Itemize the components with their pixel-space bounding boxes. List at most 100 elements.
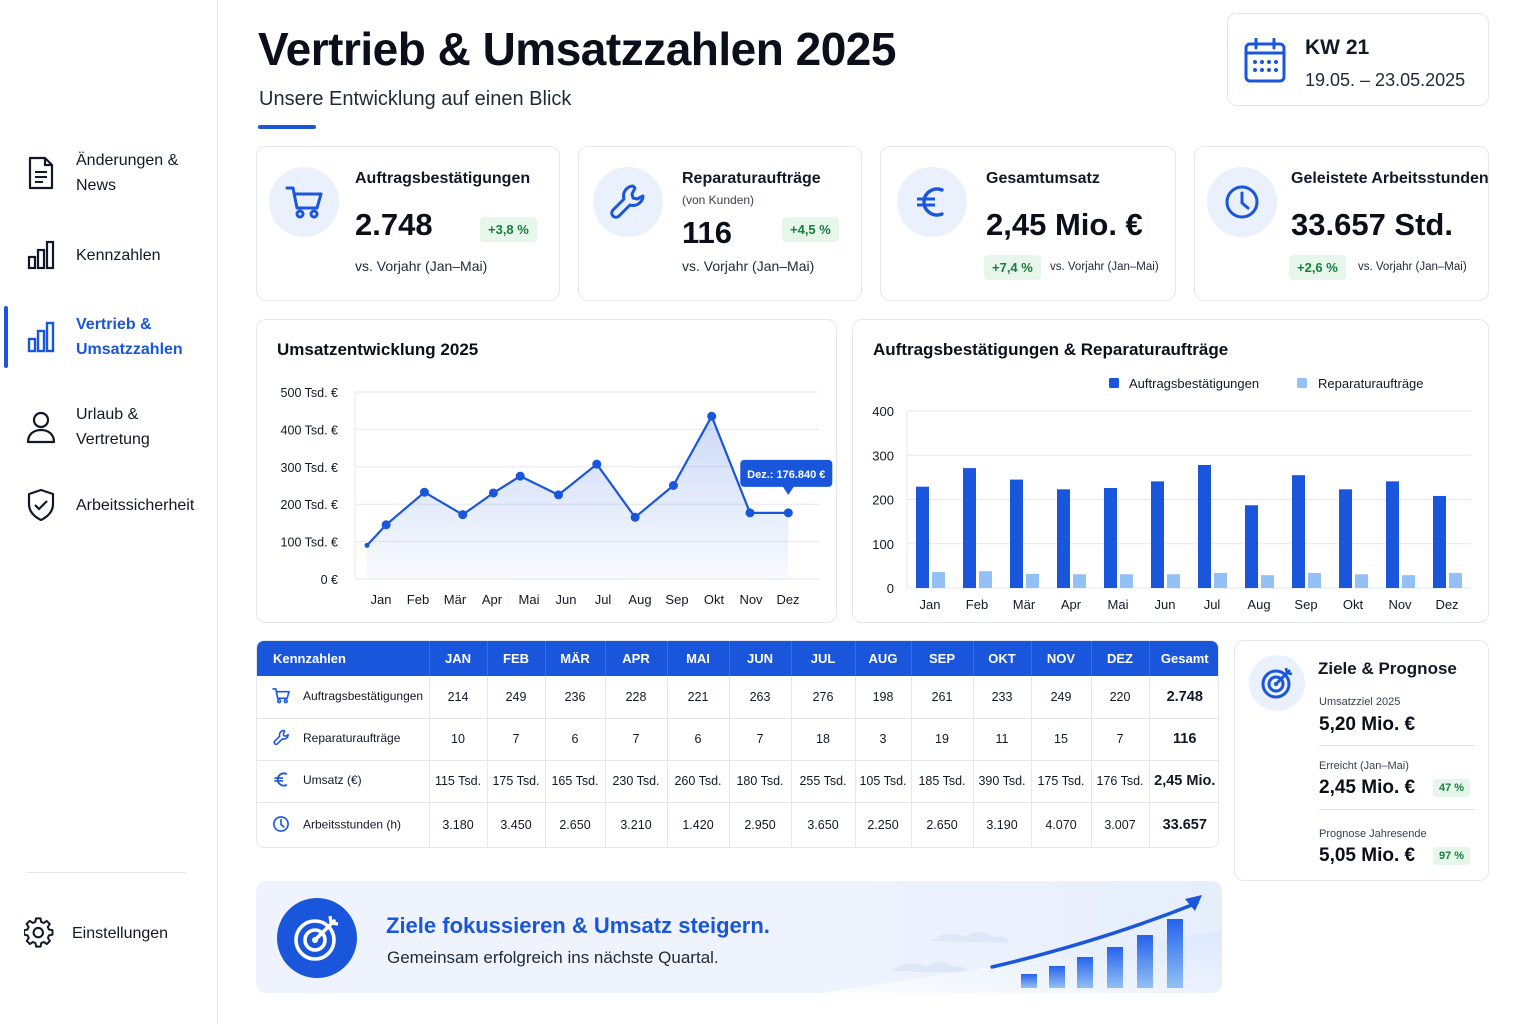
calendar-icon xyxy=(1244,37,1286,89)
table-header-row: Kennzahlen JAN FEB MÄR APR MAI JUN JUL AUG SEP OKT… xyxy=(257,641,1218,676)
table-cell: 228 xyxy=(605,676,668,719)
data-point xyxy=(381,520,391,530)
orders-bar-chart: Auftragsbestätigungen Reparaturaufträge 0 1… xyxy=(872,376,1471,612)
illustration-bar xyxy=(1021,974,1037,988)
reached-label: Erreicht (Jan–Mai) xyxy=(1319,760,1409,772)
data-point xyxy=(668,481,678,490)
data-point xyxy=(364,542,370,548)
kpi-title: Geleistete Arbeitsstunden xyxy=(1291,170,1489,187)
goals-card: Ziele & Prognose Umsatzziel 2025 5,20 Mi… xyxy=(1234,640,1489,881)
x-tick-label: Jan xyxy=(920,597,941,612)
x-tick-label: Dez xyxy=(776,592,799,607)
goals-divider xyxy=(1319,809,1475,810)
table-cell: 7 xyxy=(487,718,546,761)
sidebar-item-urlaub[interactable]: Urlaub & Vertretung xyxy=(0,402,218,452)
table-row-label: Umsatz (€) xyxy=(303,773,362,788)
sidebar-item-arbeitssicherheit[interactable]: Arbeitssicherheit xyxy=(0,488,218,522)
table-cell: 2.650 xyxy=(545,802,606,847)
bar-auftragsbestaetigungen xyxy=(1057,489,1070,588)
kpi-title: Gesamtumsatz xyxy=(986,170,1100,187)
motivation-banner: Ziele fokussieren & Umsatz steigern. Gem… xyxy=(256,881,1222,993)
table-row-label-cell: Reparaturaufträge xyxy=(257,718,430,761)
y-tick-label: 300 xyxy=(872,448,894,463)
forecast-value: 5,05 Mio. € xyxy=(1319,845,1416,866)
table-header-month: DEZ xyxy=(1091,641,1150,676)
kpi-note: vs. Vorjahr (Jan–Mai) xyxy=(1358,261,1467,273)
document-icon xyxy=(26,156,56,190)
table-row-label: Auftragsbestätigungen xyxy=(303,688,424,703)
kpi-card-reparaturauftraege: Reparaturaufträge (von Kunden) 116 +4,5 … xyxy=(578,146,862,301)
wrench-icon xyxy=(271,729,291,749)
table-cell: 2.250 xyxy=(855,802,912,847)
kpi-card-auftragsbestaetigungen: Auftragsbestätigungen 2.748 +3,8 % vs. V… xyxy=(256,146,560,301)
table-cell: 3.180 xyxy=(429,802,488,847)
week-box: KW 21 19.05. – 23.05.2025 xyxy=(1227,13,1489,106)
x-tick-label: Dez xyxy=(1435,597,1458,612)
bar-auftragsbestaetigungen xyxy=(963,468,976,588)
sidebar-item-label: Vertrieb & Umsatzzahlen xyxy=(76,316,183,358)
legend-swatch xyxy=(1109,378,1119,388)
bar-reparaturauftraege xyxy=(932,572,945,588)
table-cell: 2.650 xyxy=(911,802,974,847)
bar-chart-icon xyxy=(26,238,56,272)
bar-auftragsbestaetigungen xyxy=(1151,481,1164,588)
legend-swatch xyxy=(1297,378,1307,388)
y-tick-label: 400 xyxy=(872,404,894,419)
table-header-month: NOV xyxy=(1031,641,1092,676)
table-header-month: FEB xyxy=(487,641,546,676)
table-row: Reparaturaufträge 10 7 6 7 6 7 18 3 19 11 15 7 116 xyxy=(257,718,1218,761)
cart-icon xyxy=(271,687,291,707)
table-row-label-cell: Auftragsbestätigungen xyxy=(257,676,430,719)
x-tick-label: Okt xyxy=(704,592,725,607)
table-cell: 175 Tsd. xyxy=(487,760,546,803)
x-tick-label: Nov xyxy=(739,592,763,607)
y-tick-label: 100 Tsd. € xyxy=(281,536,339,550)
data-point xyxy=(458,510,468,520)
goals-title: Ziele & Prognose xyxy=(1318,659,1457,678)
sidebar-item-kennzahlen[interactable]: Kennzahlen xyxy=(0,238,218,272)
table-header-month: OKT xyxy=(973,641,1032,676)
data-point xyxy=(783,508,793,518)
kpi-badge: +2,6 % xyxy=(1289,255,1346,280)
table-cell: 180 Tsd. xyxy=(729,760,792,803)
sidebar-item-settings[interactable]: Einstellungen xyxy=(0,916,218,950)
bar-chart-icon xyxy=(26,320,56,354)
table-cell: 7 xyxy=(729,718,792,761)
euro-icon xyxy=(897,167,967,237)
x-tick-label: Jan xyxy=(371,592,392,607)
chart-title: Auftragsbestätigungen & Reparaturaufträg… xyxy=(873,340,1229,359)
x-tick-label: Mär xyxy=(1013,597,1036,612)
cloud-icon xyxy=(892,962,969,973)
reached-badge: 47 % xyxy=(1433,779,1471,797)
table-total-cell: 2.748 xyxy=(1149,676,1218,719)
user-icon xyxy=(26,410,56,444)
table-cell: 249 xyxy=(1031,676,1092,719)
x-tick-label: Jul xyxy=(1204,597,1221,612)
table-row-label-cell: Arbeitsstunden (h) xyxy=(257,802,430,847)
illustration-bar xyxy=(1049,966,1065,988)
kpi-note: vs. Vorjahr (Jan–Mai) xyxy=(682,258,815,274)
table-row: Auftragsbestätigungen 214 249 236 228 221 263 2… xyxy=(257,676,1218,719)
kpi-table: Kennzahlen JAN FEB MÄR APR MAI JUN JUL AUG SEP OKT… xyxy=(256,640,1219,848)
table-cell: 1.420 xyxy=(667,802,730,847)
data-point xyxy=(745,508,755,518)
kpi-value: 2.748 xyxy=(355,207,433,242)
sidebar-item-label: Arbeitssicherheit xyxy=(76,496,195,514)
table-cell: 221 xyxy=(667,676,730,719)
table-cell: 233 xyxy=(973,676,1032,719)
x-tick-label: Okt xyxy=(1343,597,1364,612)
table-cell: 15 xyxy=(1031,718,1092,761)
annotation-box xyxy=(740,459,833,487)
shield-check-icon xyxy=(26,488,56,522)
sidebar-item-news[interactable]: Änderungen & News xyxy=(0,148,218,198)
sidebar-item-vertrieb[interactable]: Vertrieb & Umsatzzahlen xyxy=(0,306,218,368)
banner-title: Ziele fokussieren & Umsatz steigern. xyxy=(386,913,770,938)
y-tick-label: 400 Tsd. € xyxy=(281,423,339,437)
title-underline xyxy=(258,125,316,129)
x-tick-label: Mai xyxy=(519,592,540,607)
table-header-label: Kennzahlen xyxy=(257,641,430,676)
illustration-bar xyxy=(1077,957,1093,988)
data-point xyxy=(554,490,563,500)
bar-auftragsbestaetigungen xyxy=(916,486,929,588)
bar-reparaturauftraege xyxy=(1026,573,1039,588)
